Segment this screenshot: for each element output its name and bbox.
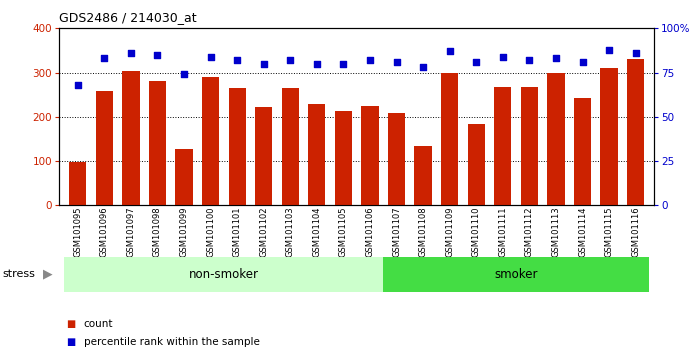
Bar — [441, 73, 458, 205]
Point — [99, 56, 110, 61]
Point — [338, 61, 349, 67]
Text: percentile rank within the sample: percentile rank within the sample — [84, 337, 260, 347]
Point — [444, 48, 455, 54]
Point — [524, 57, 535, 63]
Bar — [95, 91, 113, 205]
Bar — [69, 162, 86, 205]
Text: ▶: ▶ — [43, 268, 53, 281]
Point — [72, 82, 84, 88]
Bar — [175, 149, 193, 205]
Bar — [335, 111, 352, 205]
Bar — [574, 98, 591, 205]
Text: ■: ■ — [66, 337, 75, 347]
Text: ■: ■ — [66, 319, 75, 329]
Point — [470, 59, 482, 65]
Bar — [282, 88, 299, 205]
Bar — [627, 59, 644, 205]
Bar — [468, 124, 485, 205]
Bar — [255, 107, 272, 205]
Point — [630, 50, 641, 56]
Point — [205, 54, 216, 59]
Point — [418, 64, 429, 70]
Text: stress: stress — [2, 269, 35, 279]
Point — [311, 61, 322, 67]
Point — [603, 47, 615, 52]
Bar — [149, 81, 166, 205]
Bar — [415, 147, 432, 205]
Point — [551, 56, 562, 61]
Bar — [202, 76, 219, 205]
Bar — [601, 68, 618, 205]
Point — [497, 54, 508, 59]
Point — [577, 59, 588, 65]
Bar — [388, 113, 405, 205]
Bar — [361, 106, 379, 205]
Point — [178, 72, 189, 77]
Bar — [228, 88, 246, 205]
Point — [365, 57, 376, 63]
Bar — [122, 71, 139, 205]
Bar — [547, 73, 564, 205]
Point — [152, 52, 163, 58]
Bar — [494, 87, 512, 205]
Point — [258, 61, 269, 67]
Point — [285, 57, 296, 63]
Point — [391, 59, 402, 65]
Point — [125, 50, 136, 56]
Text: GDS2486 / 214030_at: GDS2486 / 214030_at — [59, 11, 197, 24]
Text: smoker: smoker — [494, 268, 538, 281]
Point — [232, 57, 243, 63]
Text: non-smoker: non-smoker — [189, 268, 259, 281]
Bar — [521, 87, 538, 205]
Text: count: count — [84, 319, 113, 329]
Bar — [308, 104, 326, 205]
